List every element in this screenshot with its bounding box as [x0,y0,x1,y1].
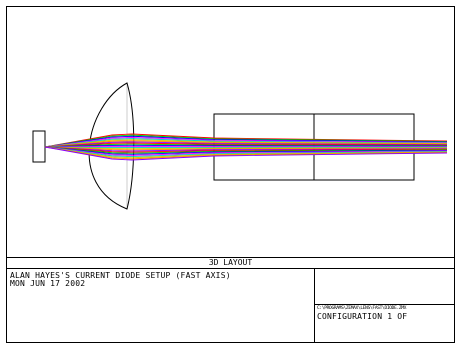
ray-trace [44,146,448,153]
ray-trace [44,145,448,148]
ray-bundle [44,133,448,161]
configuration-label: CONFIGURATION 1 OF [317,312,408,321]
ray-trace [44,146,448,161]
setup-description: ALAN HAYES'S CURRENT DIODE SETUP (FAST A… [10,271,231,280]
ray-trace [44,146,448,156]
ray-trace [44,139,448,148]
file-info-block: C:\PROGRAMS\ZEMAX\LENS\FAST\DIODE.ZMX CO… [315,268,454,342]
ray-trace [44,134,448,148]
ray-trace [44,146,448,155]
ray-trace [44,136,448,148]
file-path: C:\PROGRAMS\ZEMAX\LENS\FAST\DIODE.ZMX [317,306,407,311]
ray-trace [44,133,448,148]
ray-trace [44,144,448,148]
ray-trace [44,146,448,159]
layout-caption: 3D LAYOUT [7,257,454,269]
layout-window: 3D LAYOUT ALAN HAYES'S CURRENT DIODE SET… [6,6,455,343]
setup-date: MON JUN 17 2002 [10,279,86,288]
ray-trace [44,141,448,148]
ray-trace [44,146,448,151]
ray-trace [44,146,448,154]
ray-trace [44,146,448,160]
ray-trace [44,142,448,148]
ray-trace [44,146,448,150]
diode-source [32,130,46,163]
aspheric-lens [88,82,135,210]
ray-trace [44,146,448,152]
ray-trace [44,135,448,148]
ray-trace [44,146,448,149]
file-info-divider [315,304,454,305]
ray-trace [44,140,448,148]
ray-trace [44,138,448,148]
ray-trace [44,146,448,158]
title-block: ALAN HAYES'S CURRENT DIODE SETUP (FAST A… [7,268,315,342]
ray-trace [44,143,448,148]
optical-layout-canvas [32,82,448,210]
